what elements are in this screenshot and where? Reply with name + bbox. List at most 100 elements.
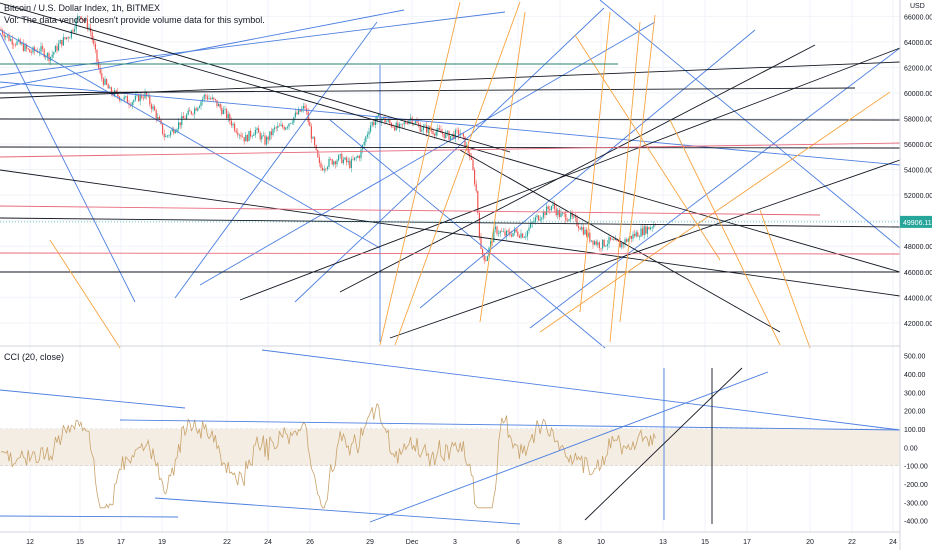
candle-body	[546, 206, 548, 216]
trend-line-blue[interactable]	[0, 81, 901, 166]
trend-line-blue[interactable]	[369, 371, 769, 523]
trend-line-blue[interactable]	[174, 21, 378, 299]
trend-line-black[interactable]	[239, 47, 901, 301]
candle-body	[538, 215, 540, 221]
candle-body	[562, 213, 564, 214]
cci-axis[interactable]: -400.00 -300.00 -200.00 -100.00 0.00 100.00 20…	[904, 354, 928, 526]
trend-line-blue[interactable]	[529, 47, 901, 329]
trend-line-black[interactable]	[0, 11, 901, 273]
candle-body	[226, 109, 228, 119]
candle-body	[288, 123, 290, 127]
trend-line-black[interactable]	[584, 367, 743, 521]
trend-line-black[interactable]	[0, 169, 901, 297]
trend-line-orange[interactable]	[394, 1, 521, 346]
candle-body	[355, 157, 357, 159]
candle-body	[40, 46, 42, 52]
trend-line-orange[interactable]	[609, 21, 641, 343]
candle-body	[560, 213, 562, 218]
trend-lines[interactable]	[0, 0, 901, 525]
cci-tick-label: -200.00	[904, 482, 928, 489]
trend-line-blue[interactable]	[329, 119, 606, 349]
candle-body	[483, 254, 485, 261]
trend-line-red[interactable]	[0, 252, 901, 255]
candle-body	[266, 136, 268, 145]
candle-body	[165, 135, 167, 138]
trend-line-orange[interactable]	[579, 11, 611, 313]
candle-body	[139, 94, 141, 102]
trend-line-black[interactable]	[0, 146, 901, 149]
trend-line-blue[interactable]	[119, 419, 901, 431]
candle-body	[467, 145, 469, 153]
price-axis[interactable]: 42000.0044000.0046000.0048000.0050000.00…	[904, 14, 932, 327]
candle-body	[299, 109, 301, 112]
candle-body	[526, 230, 528, 237]
trend-line-orange[interactable]	[574, 34, 721, 261]
trend-line-blue[interactable]	[0, 515, 179, 518]
trend-line-blue[interactable]	[0, 11, 506, 76]
price-tick-label: 60000.00	[904, 91, 932, 98]
candle-body	[142, 97, 144, 99]
trend-line-orange[interactable]	[759, 209, 811, 349]
candle-body	[234, 123, 236, 131]
candle-body	[600, 248, 602, 249]
trend-line-blue[interactable]	[0, 29, 381, 249]
candle-body	[574, 216, 576, 218]
trend-line-red[interactable]	[0, 205, 821, 216]
candle-body	[610, 237, 612, 240]
candle-body	[242, 136, 244, 138]
candle-body	[558, 210, 560, 218]
trend-line-black[interactable]	[0, 118, 901, 121]
candle-body	[557, 210, 559, 216]
trend-line-black[interactable]	[389, 159, 901, 339]
candle-body	[341, 154, 343, 164]
trend-line-black[interactable]	[0, 217, 901, 228]
candle-body	[48, 53, 50, 61]
candle-body	[462, 133, 464, 137]
candle-body	[323, 168, 325, 171]
price-tick-label: 54000.00	[904, 168, 932, 175]
candle-body	[454, 130, 456, 140]
candle-body	[245, 134, 247, 142]
candle-body	[166, 135, 168, 137]
trend-line-blue[interactable]	[261, 349, 901, 431]
candle-body	[178, 122, 180, 130]
candle-body	[26, 44, 28, 49]
last-price-label: 49906.11	[0, 215, 932, 228]
trend-line-black[interactable]	[459, 149, 781, 333]
candle-body	[648, 227, 650, 230]
trend-line-blue[interactable]	[199, 21, 656, 286]
candle-body	[213, 97, 215, 100]
candle-body	[125, 96, 127, 97]
trend-line-red[interactable]	[0, 142, 901, 158]
candle-body	[302, 105, 304, 109]
candle-body	[91, 32, 93, 41]
candle-body	[634, 234, 636, 237]
candle-body	[312, 137, 314, 139]
price-tick-label: 56000.00	[904, 142, 932, 149]
trend-line-blue[interactable]	[419, 29, 756, 309]
candle-body	[485, 260, 487, 262]
price-tick-label: 48000.00	[904, 244, 932, 251]
candle-body	[98, 61, 100, 69]
trend-line-orange[interactable]	[49, 239, 121, 349]
trend-line-orange[interactable]	[619, 14, 656, 323]
volume-note: Vol: The data vendor doesn't provide vol…	[4, 15, 265, 25]
candle-body	[334, 161, 336, 165]
trend-line-black[interactable]	[0, 87, 856, 94]
trend-line-blue[interactable]	[0, 9, 405, 89]
time-axis[interactable]: 12 15 17 19 22 24 26 29 Dec 3 6 8 10 13 15 17 20 22 24	[26, 539, 897, 546]
trend-line-orange[interactable]	[539, 91, 891, 333]
trend-line-blue[interactable]	[599, 0, 901, 249]
candle-body	[325, 168, 327, 170]
candle-body	[594, 241, 596, 245]
candle-body	[344, 157, 346, 160]
trend-line-orange[interactable]	[379, 1, 461, 346]
trend-line-blue[interactable]	[0, 389, 186, 409]
candle-body	[443, 133, 445, 138]
trend-line-blue[interactable]	[0, 32, 136, 303]
trend-line-blue[interactable]	[154, 497, 521, 525]
trend-line-black[interactable]	[339, 44, 816, 293]
trend-line-orange[interactable]	[669, 119, 781, 346]
trend-line-black[interactable]	[0, 2, 511, 153]
